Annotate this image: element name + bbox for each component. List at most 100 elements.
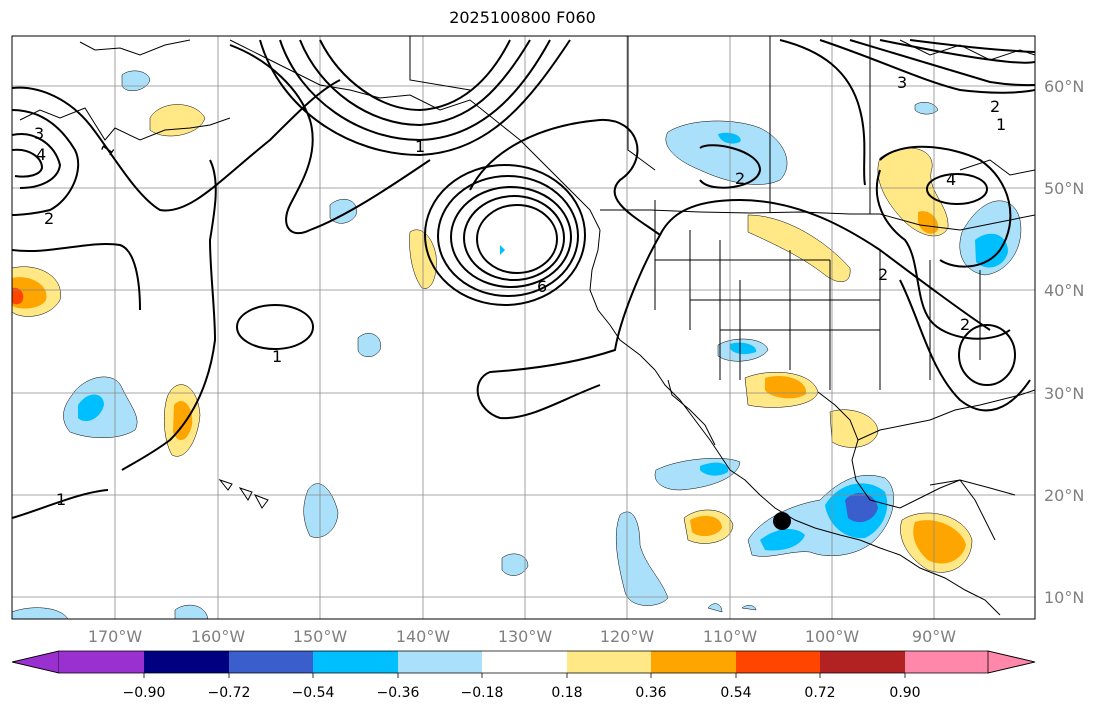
contour-aleutian-4 — [12, 148, 44, 178]
contour-label-1-southwest: 1 — [56, 490, 66, 509]
lat-label-60n: 60°N — [1044, 77, 1084, 96]
negative-anomaly-baja-sw-core — [700, 462, 729, 476]
colorbar-tick-7: 0.54 — [720, 685, 751, 701]
contour-northeast-closed-4 — [926, 173, 988, 205]
negative-anomaly-pacific-south — [615, 511, 669, 606]
contour-label-group: 1 2 3 4 1 1 6 2 4 2 2 3 2 1 1 — [34, 73, 1006, 509]
colorbar-tick-6: 0.36 — [635, 685, 666, 701]
colorbar-bin-9 — [820, 651, 905, 673]
positive-anomaly-nevada — [747, 214, 851, 282]
latitude-labels: 60°N 50°N 40°N 30°N 20°N 10°N — [1044, 77, 1084, 607]
colorbar-tick-5: 0.18 — [551, 685, 582, 701]
positive-anomaly-west-edge-peak — [12, 287, 24, 305]
contour-southwest-1 — [12, 489, 109, 519]
lon-label-140w: 140°W — [396, 627, 451, 646]
colorbar-extend-low — [11, 650, 60, 674]
contour-aleutian-3 — [12, 133, 62, 189]
contour-label-2-east: 2 — [960, 315, 970, 334]
colorbar-bin-5 — [482, 651, 567, 673]
colorbar-tick-0: −0.90 — [123, 685, 166, 701]
contour-label-1-northeast: 1 — [996, 115, 1006, 134]
contour-low-2 — [437, 175, 579, 297]
colorbar: −0.90 −0.72 −0.54 −0.36 −0.18 0.18 0.36 … — [11, 650, 1036, 701]
lon-label-100w: 100°W — [805, 627, 860, 646]
lon-label-130w: 130°W — [498, 627, 553, 646]
negative-anomaly-bottom-small-2 — [741, 605, 757, 611]
lat-label-10n: 10°N — [1044, 588, 1084, 607]
location-marker — [773, 512, 791, 530]
contour-canada-outer — [659, 198, 991, 331]
positive-anomaly-greatlakes-core — [918, 211, 939, 234]
contour-aleutian-1 — [12, 79, 341, 212]
colorbar-tick-2: −0.54 — [292, 685, 335, 701]
colorbar-bin-7 — [651, 651, 736, 673]
colorbar-outline — [11, 650, 1036, 674]
map-frame — [11, 35, 1036, 620]
contour-northeast-1 — [879, 145, 1012, 268]
colorbar-tick-8: 0.72 — [804, 685, 835, 701]
contour-canada-2 — [699, 144, 762, 189]
contour-label-4-east: 4 — [946, 170, 956, 189]
contour-low-5 — [476, 204, 558, 274]
lat-label-30n: 30°N — [1044, 384, 1084, 403]
colorbar-bin-8 — [736, 651, 820, 673]
colorbar-bin-3 — [313, 651, 398, 673]
negative-anomaly-mexico-coast-core — [760, 528, 805, 551]
contour-label-2-northeast: 2 — [990, 97, 1000, 116]
contour-northeast-2 — [875, 169, 1011, 340]
negative-anomaly-newengland-core — [975, 233, 1008, 268]
colorbar-tick-9: 0.90 — [889, 685, 920, 701]
colorbar-bin-2 — [229, 651, 313, 673]
contour-trough-2 — [12, 243, 141, 311]
colorbar-bin-4 — [398, 651, 482, 673]
positive-anomaly-central-america-core — [913, 520, 966, 564]
contour-low-4 — [463, 195, 565, 281]
colorbar-bin-1 — [144, 651, 229, 673]
negative-anomaly-canada-core — [718, 132, 741, 144]
lat-label-50n: 50°N — [1044, 179, 1084, 198]
negative-anomaly-150w-south — [303, 483, 339, 538]
colorbar-tick-1: −0.72 — [208, 685, 251, 701]
lon-label-160w: 160°W — [191, 627, 246, 646]
negative-anomaly-ncal-small — [500, 245, 505, 255]
colorbar-tick-3: −0.36 — [377, 685, 420, 701]
negative-anomaly-utah-core — [730, 342, 757, 355]
negative-anomaly-bottom-small-1 — [707, 603, 723, 613]
lat-label-40n: 40°N — [1044, 281, 1084, 300]
lon-label-110w: 110°W — [703, 627, 758, 646]
lon-label-170w: 170°W — [88, 627, 143, 646]
contour-east-closed — [958, 324, 1016, 386]
contour-low-3 — [450, 186, 572, 288]
contour-east-outer — [899, 279, 1031, 412]
contour-label-3-northeast: 3 — [897, 73, 907, 92]
negative-anomaly-hawaii-west-core — [78, 394, 104, 422]
colorbar-bin-6 — [567, 651, 651, 673]
map-title: 2025100800 F060 — [449, 8, 596, 27]
contour-label-4-west: 4 — [36, 145, 46, 164]
contour-lines — [12, 39, 1035, 519]
negative-anomaly-central-pac — [357, 333, 381, 357]
contour-label-3-west: 3 — [34, 124, 44, 143]
longitude-labels: 170°W 160°W 150°W 140°W 130°W 120°W 110°… — [88, 627, 956, 646]
negative-anomaly-northeast-top — [914, 102, 939, 115]
negative-anomaly-130w-south — [501, 553, 529, 576]
contour-outer-1 — [469, 118, 662, 420]
lon-label-120w: 120°W — [600, 627, 655, 646]
colorbar-bin-10 — [905, 651, 988, 673]
contour-label-1-center: 1 — [415, 137, 425, 156]
negative-anomaly-canada — [665, 120, 788, 185]
negative-anomaly-bottom-160w — [174, 604, 209, 619]
colorbar-bin-0 — [59, 651, 144, 673]
graticule — [12, 36, 1035, 619]
shaded-anomalies — [12, 70, 1022, 619]
colorbar-extend-high — [987, 650, 1036, 674]
contour-label-2-west: 2 — [44, 209, 54, 228]
lon-label-90w: 90°W — [912, 627, 956, 646]
contour-label-1-midpac: 1 — [272, 347, 282, 366]
contour-aleutian-2 — [12, 109, 80, 216]
lat-label-20n: 20°N — [1044, 486, 1084, 505]
contour-label-2-canada: 2 — [735, 169, 745, 188]
positive-anomaly-mexico-core — [690, 515, 722, 537]
colorbar-tick-4: −0.18 — [461, 685, 504, 701]
